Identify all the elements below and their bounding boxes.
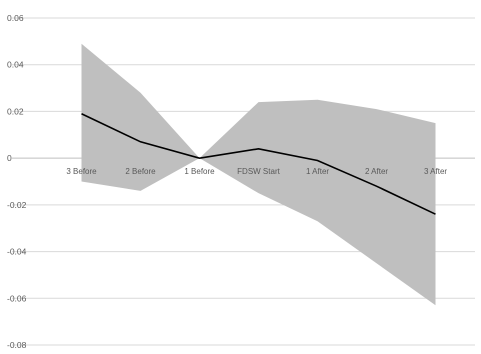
x-category-label: 1 Before [184,167,215,176]
y-tick-label: -0.02 [7,200,27,210]
x-category-label: 3 Before [66,167,97,176]
y-tick-label: 0.02 [7,106,24,116]
y-tick-label: 0.06 [7,13,24,23]
y-tick-label: 0 [7,153,12,163]
y-tick-label: -0.06 [7,293,27,303]
y-tick-label: 0.04 [7,60,24,70]
x-category-label: 2 Before [125,167,156,176]
y-tick-label: -0.08 [7,340,27,350]
x-category-label: 3 After [424,167,447,176]
x-category-label: FDSW Start [237,167,280,176]
x-category-label: 2 After [365,167,388,176]
x-category-label: 1 After [306,167,329,176]
y-tick-label: -0.04 [7,247,27,257]
